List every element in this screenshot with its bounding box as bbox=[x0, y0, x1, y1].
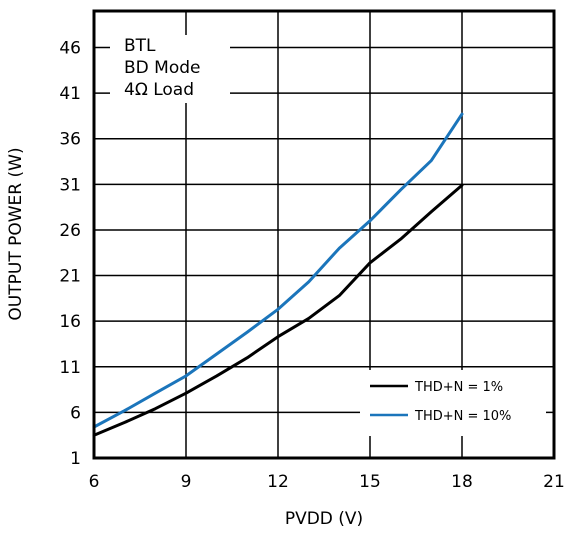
annotation-line-2: BD Mode bbox=[124, 58, 200, 78]
y-tick-label-16: 16 bbox=[59, 312, 81, 332]
plot-frame bbox=[92, 9, 556, 460]
y-tick-label-36: 36 bbox=[59, 130, 81, 150]
y-tick-label-31: 31 bbox=[59, 175, 81, 195]
series-layer bbox=[92, 112, 464, 437]
x-tick-label-15: 15 bbox=[359, 472, 381, 492]
y-tick-label-11: 11 bbox=[59, 358, 81, 378]
y-tick-label-41: 41 bbox=[59, 84, 81, 104]
grid bbox=[93, 11, 555, 459]
x-tick-label-18: 18 bbox=[451, 472, 473, 492]
x-tick-label-6: 6 bbox=[89, 472, 100, 492]
y-tick-label-6: 6 bbox=[70, 403, 81, 423]
y-tick-label-21: 21 bbox=[59, 267, 81, 287]
x-tick-label-9: 9 bbox=[181, 472, 192, 492]
series-line-1 bbox=[92, 112, 464, 429]
y-tick-label-46: 46 bbox=[59, 38, 81, 58]
legend-label-thd-1: THD+N = 1% bbox=[414, 380, 503, 395]
annotation-line-1: BTL bbox=[124, 36, 156, 56]
y-tick-label-1: 1 bbox=[70, 449, 81, 469]
y-axis-title: OUTPUT POWER (W) bbox=[6, 147, 26, 320]
y-tick-label-26: 26 bbox=[59, 221, 81, 241]
x-tick-label-21: 21 bbox=[543, 472, 565, 492]
series-line-0 bbox=[92, 183, 464, 437]
x-tick-labels: 6 9 12 15 18 21 bbox=[89, 472, 565, 492]
x-tick-label-12: 12 bbox=[267, 472, 289, 492]
legend-box bbox=[360, 370, 546, 436]
annotation-box bbox=[110, 35, 230, 103]
legend-label-thd-10: THD+N = 10% bbox=[414, 409, 511, 424]
annotation-line-3: 4Ω Load bbox=[124, 80, 194, 100]
x-axis-title: PVDD (V) bbox=[285, 509, 363, 529]
